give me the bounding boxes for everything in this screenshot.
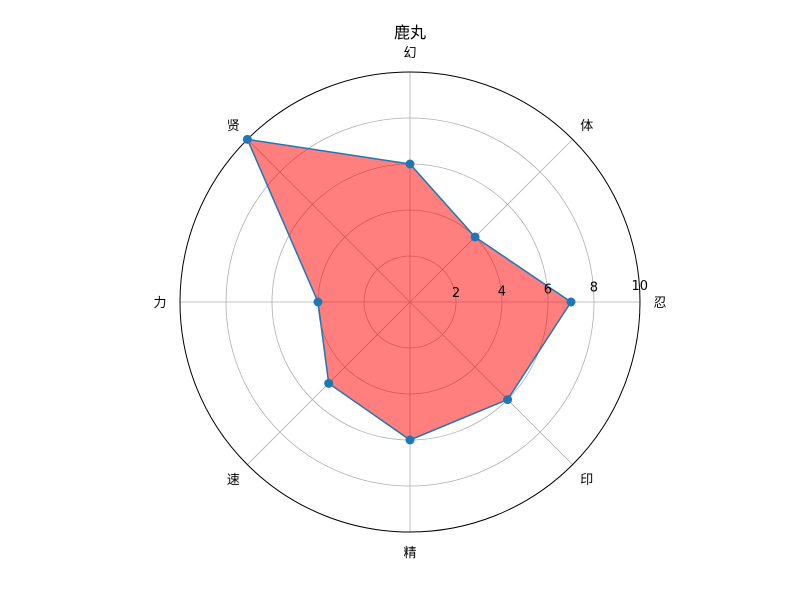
data-point-3 (242, 134, 252, 144)
data-series (242, 134, 576, 445)
series-area (247, 139, 571, 440)
data-point-1 (470, 232, 480, 242)
polar-frame (179, 71, 641, 533)
r-tick-label: 4 (498, 284, 506, 299)
category-label: 忍 (653, 296, 666, 311)
data-point-5 (324, 378, 334, 388)
r-tick-label: 8 (590, 281, 598, 296)
category-label: 精 (403, 546, 416, 561)
category-label: 体 (580, 119, 593, 134)
category-label: 印 (580, 473, 593, 488)
category-label: 速 (227, 473, 240, 488)
radial-tick-labels: 2 4 6 8 10 (452, 279, 648, 301)
r-tick-label: 2 (452, 286, 460, 301)
data-point-2 (405, 159, 415, 169)
category-label: 幻 (403, 46, 416, 61)
chart-title: 鹿丸 (394, 23, 426, 42)
data-point-7 (503, 395, 513, 405)
data-point-4 (313, 297, 323, 307)
r-tick-label: 6 (544, 282, 552, 297)
data-point-0 (566, 297, 576, 307)
r-tick-label: 10 (632, 279, 649, 294)
category-label: 力 (153, 296, 166, 311)
category-label: 贤 (227, 119, 240, 134)
data-point-6 (405, 435, 415, 445)
